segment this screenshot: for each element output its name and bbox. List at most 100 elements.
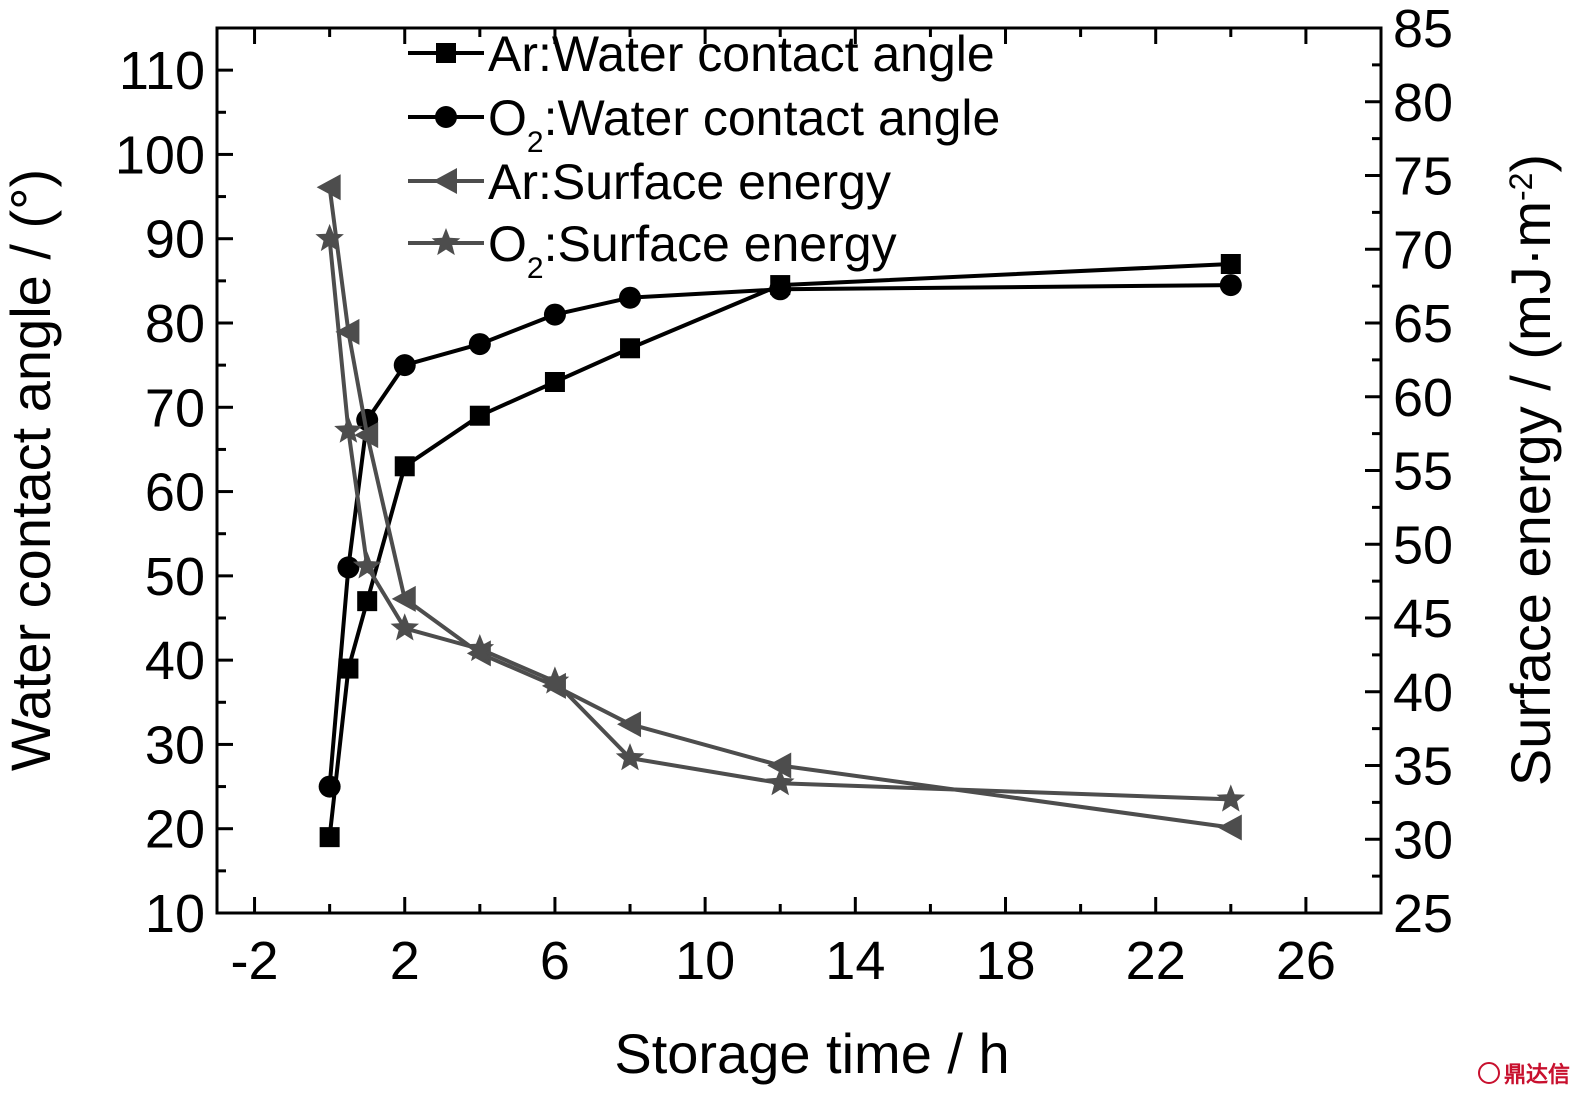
y-right-tick-label: 25 <box>1393 884 1453 944</box>
data-point <box>540 666 570 694</box>
x-tick-label: -2 <box>231 931 279 991</box>
legend-label: O2:Water contact angle <box>488 90 1000 159</box>
y-left-tick-label: 80 <box>145 294 205 354</box>
x-tick-label: 26 <box>1276 931 1336 991</box>
data-point <box>620 338 641 359</box>
data-point <box>543 303 566 326</box>
data-point <box>319 827 340 848</box>
legend-label: Ar:Surface energy <box>488 154 891 210</box>
legend-label-subscript: 2 <box>527 126 544 159</box>
y-left-tick-label: 50 <box>145 547 205 607</box>
x-tick-label: 14 <box>825 931 885 991</box>
y-left-tick-label: 20 <box>145 800 205 860</box>
data-point <box>335 318 360 345</box>
data-point <box>354 422 379 449</box>
y-left-tick-label: 60 <box>145 463 205 523</box>
legend-label: Ar:Water contact angle <box>488 26 995 82</box>
series-line <box>327 283 1231 787</box>
data-point <box>544 372 565 392</box>
watermark-text: 鼎达信 <box>1503 1063 1570 1088</box>
legend-entry: O2:Water contact angle <box>408 90 1000 159</box>
data-point <box>619 286 642 309</box>
data-point <box>465 634 495 662</box>
y-left-tick-label: 70 <box>145 378 205 438</box>
y-left-tick-label: 100 <box>115 125 205 185</box>
series-1 <box>318 274 1242 798</box>
y-right-tick-label: 75 <box>1393 147 1453 207</box>
y-axis-right-title-main: Surface energy / (mJ·m <box>1499 201 1562 786</box>
y-left-tick-label: 40 <box>145 631 205 691</box>
y-axis-right-title-sup: -2 <box>1503 173 1539 201</box>
y-right-tick-label: 70 <box>1393 220 1453 280</box>
x-tick-label: 2 <box>390 931 420 991</box>
legend-label-suffix: :Surface energy <box>544 216 897 272</box>
y-right-tick-label: 55 <box>1393 442 1453 502</box>
series-line <box>327 238 1231 802</box>
data-point <box>1219 274 1242 297</box>
legend-label-prefix: O <box>488 90 527 146</box>
y-right-tick-label: 40 <box>1393 663 1453 723</box>
data-point <box>316 174 341 201</box>
plot-frame <box>215 26 1383 915</box>
legend-label-prefix: Ar <box>488 26 538 82</box>
legend-label-suffix: :Surface energy <box>538 154 891 210</box>
y-left-tick-label: 90 <box>145 210 205 270</box>
data-point <box>357 591 378 612</box>
y-right-tick-label: 35 <box>1393 737 1453 797</box>
data-point <box>352 551 382 579</box>
series-2 <box>316 174 1242 841</box>
y-left-tick-label: 30 <box>145 715 205 775</box>
y-right-tick-label: 45 <box>1393 589 1453 649</box>
data-point <box>391 585 416 612</box>
legend-marker <box>433 168 457 194</box>
y-right-tick-label: 65 <box>1393 294 1453 354</box>
legend-marker <box>435 106 457 128</box>
data-point <box>334 415 363 443</box>
legend-marker <box>431 228 461 256</box>
series-3 <box>315 223 1246 812</box>
legend-label-prefix: O <box>488 216 527 272</box>
series-layer <box>315 174 1246 848</box>
y-left-tick-label: 10 <box>145 884 205 944</box>
y-axis-right-title-end: ) <box>1499 154 1562 173</box>
data-point <box>615 743 645 771</box>
x-tick-label: 10 <box>675 931 735 991</box>
watermark-logo-icon <box>1477 1062 1500 1084</box>
x-axis-title: Storage time / h <box>614 1022 1009 1085</box>
data-point <box>617 711 642 738</box>
y-right-tick-label: 85 <box>1393 0 1453 59</box>
data-point <box>767 752 792 779</box>
y-axis-right-title: Surface energy / (mJ·m-2) <box>1499 154 1562 786</box>
x-tick-label: 18 <box>975 931 1035 991</box>
data-point <box>338 658 359 679</box>
data-point <box>1217 814 1242 841</box>
data-point <box>468 333 491 356</box>
data-point <box>318 775 341 798</box>
y-right-tick-label: 60 <box>1393 368 1453 428</box>
watermark: 鼎达信 <box>1477 1057 1570 1089</box>
data-point <box>390 613 419 641</box>
y-left-tick-label: 110 <box>119 41 205 101</box>
data-point <box>394 456 415 477</box>
labels-layer: -2 2 6 10 14 18 22 2610203040506070809010011025… <box>115 0 1453 991</box>
legend-entry: Ar:Water contact angle <box>408 26 995 82</box>
y-right-tick-label: 50 <box>1393 515 1453 575</box>
legend-label-subscript: 2 <box>527 252 544 285</box>
x-tick-label: 22 <box>1126 931 1186 991</box>
legend-label-suffix: :Water contact angle <box>544 90 1001 146</box>
data-point <box>337 556 360 579</box>
legend-label-prefix: Ar <box>488 154 538 210</box>
y-right-tick-label: 30 <box>1393 810 1453 870</box>
data-point <box>766 768 795 796</box>
data-point <box>1220 254 1241 274</box>
legend-label-suffix: :Water contact angle <box>538 26 995 82</box>
legend-entry: Ar:Surface energy <box>408 154 891 210</box>
data-point <box>469 405 490 426</box>
y-right-tick-label: 80 <box>1393 73 1453 133</box>
y-axis-left-title: Water contact angle / (°) <box>0 169 62 771</box>
legend-entry: O2:Surface energy <box>408 216 897 285</box>
data-point <box>769 278 792 301</box>
series-0 <box>319 254 1241 848</box>
legend-label: O2:Surface energy <box>488 216 897 285</box>
